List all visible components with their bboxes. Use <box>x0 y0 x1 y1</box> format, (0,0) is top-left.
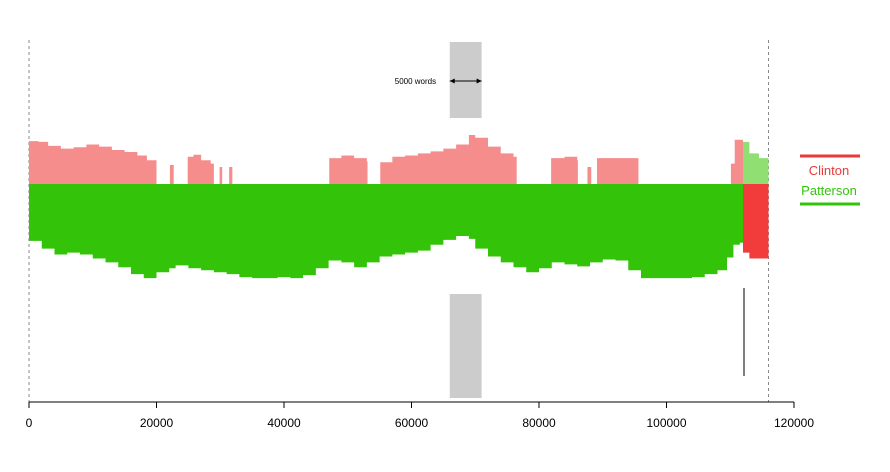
patterson-area-bottom <box>29 184 743 279</box>
window-annotation: 5000 words <box>395 77 482 86</box>
x-tick-label-2: 40000 <box>267 416 301 430</box>
series-areas <box>29 135 769 279</box>
window-arrowhead-right <box>476 78 482 84</box>
legend-label-patterson: Patterson <box>801 183 857 198</box>
legend-label-clinton: Clinton <box>809 163 849 178</box>
x-tick-label-6: 120000 <box>774 416 814 430</box>
legend: Clinton Patterson <box>800 154 860 206</box>
window-bands <box>449 42 482 398</box>
x-tick-label-4: 80000 <box>522 416 556 430</box>
window-band-bottom <box>449 294 482 398</box>
window-label: 5000 words <box>395 77 436 86</box>
x-tick-label-0: 0 <box>26 416 33 430</box>
x-axis: 0 20000 40000 60000 80000 100000 120000 <box>26 401 814 430</box>
x-tick-label-5: 100000 <box>646 416 686 430</box>
x-tick-label-1: 20000 <box>140 416 174 430</box>
patterson-area-top <box>743 141 769 184</box>
clinton-area-bottom <box>743 184 769 259</box>
clinton-area-top <box>29 135 743 184</box>
x-tick-label-3: 60000 <box>395 416 429 430</box>
window-band-top <box>449 42 482 118</box>
window-arrowhead-left <box>449 78 455 84</box>
